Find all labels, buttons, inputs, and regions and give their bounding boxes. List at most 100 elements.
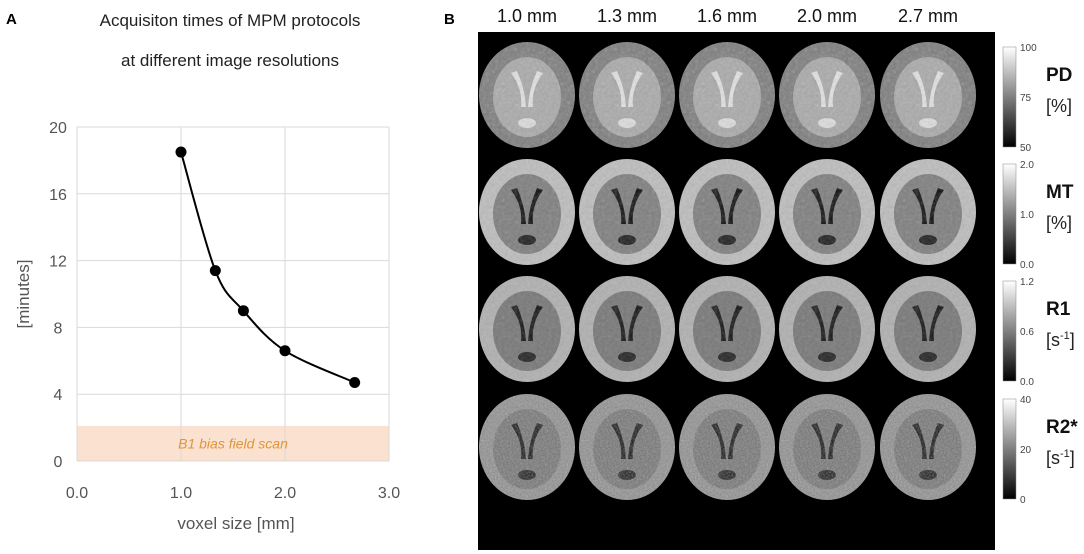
b1-band xyxy=(77,425,389,461)
brain-map-image xyxy=(880,394,976,500)
row-label: R2* xyxy=(1046,417,1078,438)
column-header: 2.7 mm xyxy=(898,6,958,26)
row-unit-base: [s xyxy=(1046,448,1060,468)
panel-a-line-chart: A Acquisiton times of MPM protocols at d… xyxy=(6,11,400,533)
colorbar xyxy=(1002,46,1017,148)
panel-b-letter: B xyxy=(444,11,455,28)
y-tick-label: 0 xyxy=(54,454,63,471)
row-label: R1 xyxy=(1046,299,1071,320)
colorbar-tick-label: 1.0 xyxy=(1020,210,1034,221)
colorbar-tick-label: 2.0 xyxy=(1020,160,1034,171)
column-header: 1.0 mm xyxy=(497,6,557,26)
chart-title-line-2: at different image resolutions xyxy=(121,51,339,70)
brain-map-image xyxy=(880,42,976,148)
brain-texture xyxy=(579,42,675,148)
colorbar-tick-label: 1.2 xyxy=(1020,277,1034,288)
y-tick-label: 4 xyxy=(54,387,63,404)
chart-title-line-1: Acquisiton times of MPM protocols xyxy=(100,11,361,30)
brain-texture xyxy=(579,276,675,382)
panel-a-letter: A xyxy=(6,11,17,28)
brain-map-image xyxy=(579,159,675,265)
brain-map-image xyxy=(779,276,875,382)
brain-map-image xyxy=(479,276,575,382)
series-line xyxy=(180,151,356,384)
y-tick-label: 8 xyxy=(54,320,63,337)
colorbar-tick-label: 0.0 xyxy=(1020,377,1034,388)
brain-texture xyxy=(579,159,675,265)
brain-texture xyxy=(779,42,875,148)
brain-map-image xyxy=(479,159,575,265)
plot-area: 0 4 8 12 16 20 0.0 1.0 2.0 3.0 B1 bias field scan xyxy=(49,120,400,502)
brain-map-image xyxy=(579,42,675,148)
brain-texture xyxy=(479,42,575,148)
brain-map-image xyxy=(679,276,775,382)
brain-texture xyxy=(479,394,575,500)
x-tick-label: 0.0 xyxy=(66,485,88,502)
row-unit: [s-1] xyxy=(1046,448,1075,468)
data-point xyxy=(209,265,221,277)
brain-texture xyxy=(779,394,875,500)
brain-texture xyxy=(880,276,976,382)
colorbar-tick-label: 100 xyxy=(1020,43,1037,54)
brain-map-image xyxy=(579,394,675,500)
brain-texture xyxy=(479,159,575,265)
brain-map-image xyxy=(679,159,775,265)
brain-texture xyxy=(579,394,675,500)
brain-texture xyxy=(880,159,976,265)
brain-map-image xyxy=(880,276,976,382)
brain-map-image xyxy=(779,394,875,500)
brain-texture xyxy=(479,276,575,382)
y-tick-label: 20 xyxy=(49,120,67,137)
row-unit-base: [s xyxy=(1046,330,1060,350)
x-tick-label: 3.0 xyxy=(378,485,400,502)
x-tick-label: 2.0 xyxy=(274,485,296,502)
row-unit: [%] xyxy=(1046,96,1072,116)
brain-texture xyxy=(880,394,976,500)
brain-texture xyxy=(679,159,775,265)
y-axis-label: [minutes] xyxy=(14,260,33,329)
brain-map-image xyxy=(779,159,875,265)
column-header: 2.0 mm xyxy=(797,6,857,26)
colorbar-tick-label: 0.0 xyxy=(1020,260,1034,271)
b1-band-label: B1 bias field scan xyxy=(178,435,288,451)
brain-map-image xyxy=(679,42,775,148)
brain-map-image xyxy=(880,159,976,265)
brain-map-image xyxy=(479,394,575,500)
brain-map-image xyxy=(779,42,875,148)
row-unit-end: ] xyxy=(1070,330,1075,350)
column-header: 1.3 mm xyxy=(597,6,657,26)
brain-texture xyxy=(779,276,875,382)
row-unit-superscript: -1 xyxy=(1060,330,1070,342)
colorbar xyxy=(1002,280,1017,382)
row-unit-superscript: -1 xyxy=(1060,448,1070,460)
brain-map-image xyxy=(679,394,775,500)
brain-texture xyxy=(679,276,775,382)
colorbar xyxy=(1002,398,1017,500)
row-unit: [s-1] xyxy=(1046,330,1075,350)
image-grid: 1.0 mm 1.3 mm 1.6 mm 2.0 mm 2.7 mm 100 75 50 PD [… xyxy=(479,6,1078,506)
colorbar-tick-label: 40 xyxy=(1020,395,1032,406)
column-header: 1.6 mm xyxy=(697,6,757,26)
y-tick-label: 12 xyxy=(49,254,67,271)
brain-texture xyxy=(880,42,976,148)
data-point xyxy=(349,377,361,389)
colorbar-tick-label: 0.6 xyxy=(1020,327,1034,338)
row-unit: [%] xyxy=(1046,213,1072,233)
row-label: MT xyxy=(1046,182,1074,203)
row-label: PD xyxy=(1046,65,1072,86)
brain-texture xyxy=(679,42,775,148)
colorbar xyxy=(1002,163,1017,265)
colorbar-tick-label: 20 xyxy=(1020,445,1032,456)
x-axis-label: voxel size [mm] xyxy=(177,514,294,533)
data-point xyxy=(175,146,187,158)
data-point xyxy=(237,305,249,317)
colorbar-tick-label: 0 xyxy=(1020,495,1026,506)
row-unit-end: ] xyxy=(1070,448,1075,468)
colorbar-tick-label: 75 xyxy=(1020,93,1032,104)
brain-map-image xyxy=(579,276,675,382)
brain-texture xyxy=(779,159,875,265)
panel-b-brain-maps: B 1.0 mm 1.3 mm 1.6 mm 2.0 mm 2.7 mm 100 75 50 P… xyxy=(444,6,1078,550)
brain-texture xyxy=(679,394,775,500)
y-tick-label: 16 xyxy=(49,187,67,204)
